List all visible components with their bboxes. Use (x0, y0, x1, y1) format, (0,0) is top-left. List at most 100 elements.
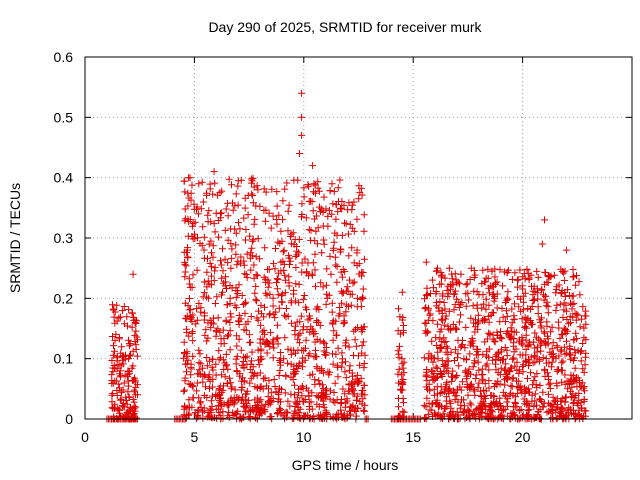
data-point (577, 357, 585, 365)
data-point (241, 300, 249, 307)
data-point (243, 274, 251, 282)
data-point (320, 338, 328, 346)
data-point (254, 346, 262, 354)
data-point (181, 188, 189, 196)
data-point (400, 399, 407, 407)
data-point (209, 383, 216, 391)
data-point (353, 392, 361, 400)
data-point (199, 198, 207, 206)
data-point (354, 405, 362, 412)
data-point (329, 336, 337, 344)
data-point (539, 388, 547, 396)
data-point (525, 402, 533, 410)
data-point (261, 244, 269, 252)
data-point (433, 383, 441, 391)
data-point (440, 299, 448, 306)
data-point (457, 401, 465, 409)
y-tick-label: 0.2 (54, 290, 74, 306)
data-point (510, 354, 518, 362)
data-point (322, 392, 330, 400)
data-point (285, 252, 293, 260)
data-point (309, 162, 317, 170)
data-point (301, 255, 309, 263)
data-point (278, 290, 286, 298)
data-point (334, 344, 342, 352)
data-point (326, 252, 334, 260)
data-point (575, 412, 583, 419)
data-point (473, 301, 481, 309)
data-point (250, 261, 258, 269)
data-point (423, 292, 431, 300)
data-point (566, 345, 574, 353)
data-point (530, 295, 538, 303)
data-point (181, 258, 189, 266)
data-point (227, 240, 235, 248)
data-point (267, 389, 275, 397)
data-point (566, 292, 574, 299)
data-point (538, 314, 545, 322)
data-point (453, 295, 461, 303)
data-point (530, 403, 538, 410)
data-point (469, 363, 477, 371)
data-point (246, 379, 254, 387)
data-point (184, 253, 192, 261)
data-point (299, 296, 307, 304)
data-point (186, 174, 194, 182)
data-point (353, 249, 361, 257)
data-point (224, 212, 232, 220)
data-point (276, 239, 284, 247)
data-point (294, 335, 302, 343)
data-point (128, 309, 136, 317)
data-point (500, 406, 507, 414)
data-point (255, 307, 262, 315)
data-point (355, 195, 363, 203)
data-point (267, 224, 275, 232)
data-point (199, 414, 207, 422)
data-point (337, 400, 345, 408)
data-point (552, 289, 560, 297)
data-point (566, 350, 573, 358)
data-point (536, 356, 544, 364)
data-point (359, 338, 367, 346)
data-point (474, 384, 482, 392)
data-point (359, 293, 366, 301)
data-point (437, 344, 445, 352)
data-point (257, 321, 265, 329)
data-point (438, 389, 446, 396)
data-point (541, 372, 549, 380)
data-point (562, 326, 570, 333)
data-point (286, 257, 294, 265)
data-point (222, 205, 230, 213)
data-point (280, 266, 288, 274)
data-point (472, 316, 479, 324)
data-point (360, 406, 368, 414)
data-point (338, 231, 346, 239)
data-point (125, 336, 132, 344)
data-point (242, 236, 249, 244)
data-point (125, 306, 133, 314)
data-point (497, 348, 505, 356)
data-point (268, 185, 276, 193)
data-point (273, 220, 281, 228)
data-point (463, 280, 471, 288)
data-point (208, 319, 216, 327)
data-point (298, 200, 306, 208)
data-point (251, 215, 259, 223)
data-point (496, 394, 504, 402)
data-point (202, 293, 210, 301)
data-point (430, 284, 437, 292)
data-point (329, 397, 337, 405)
data-point (235, 321, 243, 328)
data-point (521, 384, 529, 392)
data-point (352, 342, 360, 350)
data-point (451, 346, 459, 354)
data-point (343, 395, 351, 403)
data-point (528, 391, 536, 399)
data-point (180, 387, 188, 395)
data-point (260, 375, 268, 383)
data-point (552, 354, 560, 362)
data-point (274, 238, 282, 246)
data-point (116, 313, 124, 321)
data-point (204, 211, 212, 219)
data-point (537, 322, 545, 330)
